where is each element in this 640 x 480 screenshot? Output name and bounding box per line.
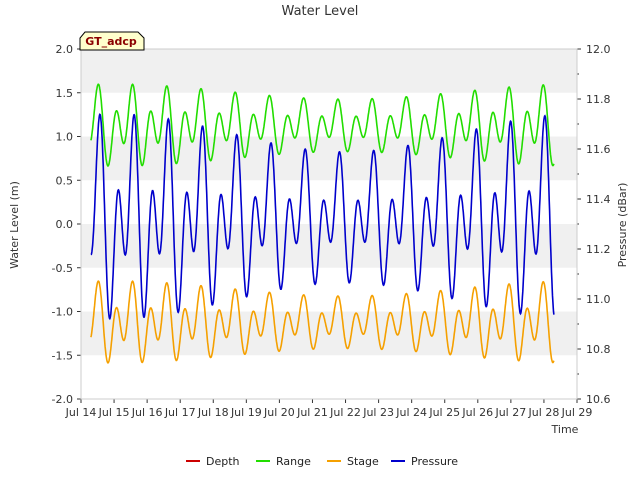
x-tick-label: Jul 28 [528,406,560,419]
x-tick-label: Jul 21 [296,406,328,419]
y2-tick-label: 11.0 [586,293,611,306]
x-tick-label: Jul 22 [329,406,361,419]
plot-frame [80,48,578,400]
x-axis-title: Time [551,423,579,436]
series-lines [90,83,555,364]
y-axis-ticks: 2.0 1.5 1.0 0.5 0.0 -0.5 -1.0 -1.5 -2.0 [52,43,81,406]
y-tick-label: 1.5 [56,87,74,100]
site-label: GT_adcp [85,35,137,48]
chart-title: Water Level [282,4,359,19]
x-tick-label: Jul 24 [395,406,427,419]
x-tick-label: Jul 25 [428,406,460,419]
y-tick-label: 0.5 [56,174,74,187]
x-tick-label: Jul 23 [362,406,394,419]
x-tick-label: Jul 17 [164,406,196,419]
y2-axis-title: Pressure (dBar) [616,183,629,268]
y2-axis-ticks: 12.0 11.8 11.6 11.4 11.2 11.0 10.8 10.6 [577,43,611,406]
y2-tick-label: 10.6 [586,393,611,406]
y-tick-label: 1.0 [56,131,74,144]
legend-label-range: Range [276,455,311,468]
grid-band [81,49,577,93]
grid-band [81,136,577,181]
y-tick-label: -0.5 [52,262,73,275]
x-tick-label: Jul 27 [494,406,526,419]
x-tick-label: Jul 14 [65,406,97,419]
x-tick-label: Jul 29 [561,406,593,419]
y-tick-label: -2.0 [52,393,73,406]
y-tick-label: 0.0 [56,218,74,231]
x-tick-label: Jul 20 [263,406,295,419]
series-line-stage [90,280,555,364]
legend-label-depth: Depth [206,455,240,468]
y-axis-title: Water Level (m) [8,181,21,269]
x-tick-label: Jul 15 [98,406,130,419]
legend-label-stage: Stage [347,455,379,468]
y-tick-label: -1.5 [52,349,73,362]
y-tick-label: -1.0 [52,306,73,319]
background-bands [81,49,577,356]
series-line-range [90,83,555,167]
x-tick-label: Jul 26 [461,406,493,419]
x-axis-ticks: Jul 14 Jul 15 Jul 16 Jul 17 Jul 18 Jul 19 Jul … [65,399,593,419]
y-tick-label: 2.0 [56,43,74,56]
legend: Depth Range Stage Pressure [186,455,458,468]
series-line-pressure [90,113,555,321]
site-label-box: GT_adcp [79,31,145,51]
y2-tick-label: 12.0 [586,43,611,56]
y2-tick-label: 11.4 [586,193,611,206]
y2-tick-label: 11.6 [586,143,611,156]
y2-tick-label: 11.8 [586,93,611,106]
y2-tick-label: 11.2 [586,243,611,256]
x-tick-label: Jul 16 [131,406,163,419]
x-tick-label: Jul 18 [197,406,229,419]
x-tick-label: Jul 19 [230,406,262,419]
y2-tick-label: 10.8 [586,343,611,356]
legend-label-pressure: Pressure [411,455,458,468]
